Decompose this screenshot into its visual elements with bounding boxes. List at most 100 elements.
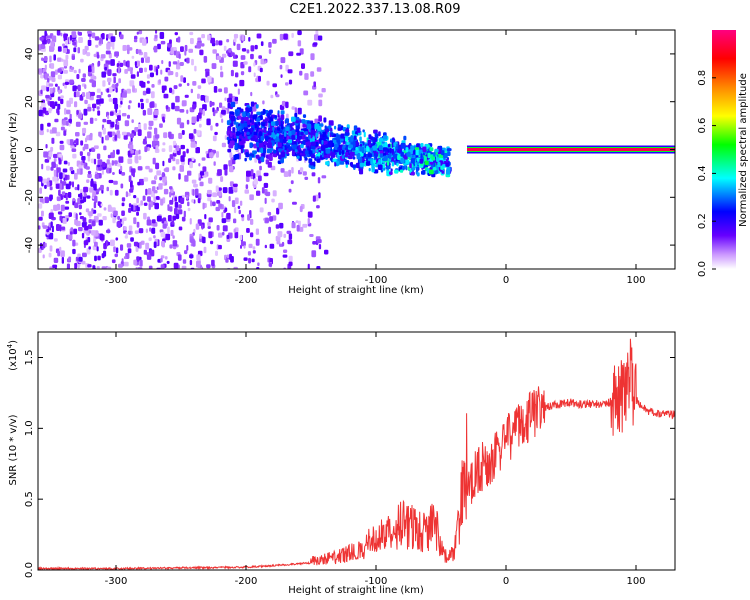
spectrogram-cell [54,69,58,75]
spectrogram-cell [47,122,51,127]
spectrogram-cell [114,253,118,258]
spectrogram-cell [235,142,238,147]
spectrogram-cell [73,228,78,235]
spectrogram-cell [61,181,67,186]
spectrogram-cell [256,147,260,152]
spectrogram-cell [221,142,226,148]
spectrogram-cell [127,248,132,254]
spectrogram-cell [69,139,74,146]
spectrogram-cell [73,140,78,144]
spectrogram-cell [283,171,289,177]
spectrogram-cell [210,37,215,44]
spectrogram-cell [144,67,147,73]
spectrogram-cell [83,186,88,193]
spectrogram-cell [372,145,377,151]
spectrogram-cell [103,145,107,151]
spectrogram-cell [382,135,388,140]
spectrogram-cell [233,183,238,187]
spectrogram-cell [220,71,224,78]
spectrogram-cell [81,92,85,97]
spectrogram-cell [38,203,43,209]
spectrogram-cell [121,172,126,176]
spectrogram-cell [235,110,239,117]
spectrogram-cell [166,260,170,264]
spectrogram-cell [367,153,372,158]
spectrogram-cell [197,198,201,204]
spectrogram-cell [106,266,112,269]
spectrogram-cell [297,30,302,36]
spectrogram-cell [171,89,175,95]
spectrogram-cell [228,143,234,149]
spectrogram-cell [88,65,92,73]
x-tick-label: -200 [235,275,258,286]
spectrogram-cell [128,100,132,104]
spectrogram-cell [321,175,327,179]
spectrogram-cell [39,37,44,41]
spectrogram-cell [252,250,256,254]
spectrogram-cell [80,199,85,204]
spectrogram-cell [359,146,365,152]
spectrogram-cell [260,147,264,154]
spectrogram-cell [137,166,143,171]
spectrogram-cell [370,147,373,153]
spectrogram-cell [307,218,310,225]
spectrogram-cell [137,49,142,54]
spectrogram-cell [46,165,50,171]
spectrogram-cell [135,150,139,156]
spectrogram-cell [232,159,236,165]
spectrogram-cell [210,125,213,131]
spectrogram-cell [158,79,161,84]
x-tick-label: -300 [105,275,128,286]
spectrogram-cell [218,244,222,250]
spectrogram-cell [281,241,285,247]
spectrogram-cell [276,133,280,137]
spectrogram-x-ticks: -300 -200 -100 0 100 [105,30,646,286]
spectrogram-cell [84,225,89,231]
spectrogram-cell [82,146,86,151]
spectrogram-cell [82,48,86,55]
spectrogram-cell [227,102,231,109]
spectrogram-cell [154,103,157,108]
spectrogram-cell [237,115,242,120]
spectrogram-cell [167,204,170,211]
spectrogram-cell [160,264,165,269]
spectrogram-cell [67,192,72,198]
spectrogram-cell [139,67,143,73]
spectrogram-cell [87,152,91,157]
spectrogram-cell [136,221,140,228]
spectrogram-cell [42,254,45,259]
spectrogram-cell [123,226,127,232]
spectrogram-cell [255,104,259,109]
spectrogram-cell [143,123,147,131]
spectrogram-cell [71,148,77,152]
spectrogram-cell [222,231,225,236]
spectrogram-cell [115,107,118,113]
spectrogram-cell [117,221,121,228]
spectrogram-cell [89,132,93,138]
spectrogram-cell [296,132,300,137]
spectrogram-cell [196,42,201,49]
spectrogram-cell [100,184,104,190]
spectrogram-cell [363,131,366,138]
spectrogram-cell [254,123,258,129]
spectrogram-cell [230,52,235,57]
spectrogram-cell [78,31,82,36]
spectrogram-cell [129,141,133,145]
spectrogram-cell [49,186,53,191]
spectrogram-y-ticks: -40 -20 0 20 40 [24,48,675,253]
spectrogram-cell [218,88,223,93]
spectrogram-cell [291,222,296,229]
spectrogram-cell [324,249,329,255]
spectrogram-cell [172,166,176,171]
spectrogram-cell [389,147,392,154]
spectrogram-cell [229,165,234,173]
spectrogram-cell [271,198,275,203]
spectrogram-cell [91,32,96,39]
y-tick-label: 0 [24,146,35,152]
spectrogram-cell [270,132,275,138]
spectrogram-cell [378,131,381,137]
spectrogram-cell [41,85,46,91]
spectrogram-cell [260,58,266,65]
spectrogram-cell [259,131,262,137]
spectrogram-cell [243,122,248,128]
